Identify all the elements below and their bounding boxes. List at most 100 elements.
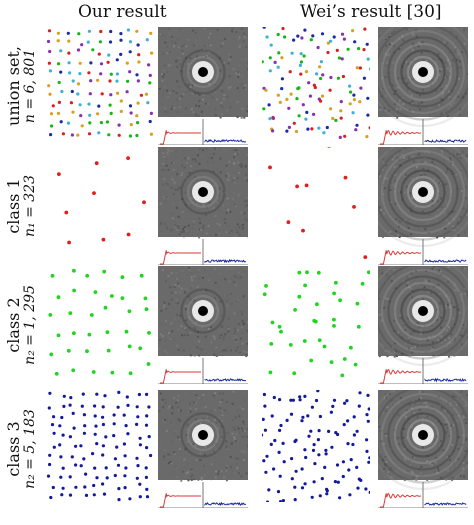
- sample-point: [119, 109, 123, 113]
- sample-point: [320, 94, 325, 98]
- sample-point: [279, 423, 283, 428]
- sample-point: [349, 90, 353, 94]
- sample-point: [117, 123, 121, 127]
- sample-point: [276, 32, 280, 37]
- sample-point: [358, 391, 362, 395]
- sample-point: [319, 76, 323, 81]
- sample-point: [300, 36, 304, 40]
- sample-point: [144, 307, 149, 312]
- sample-point: [267, 103, 271, 107]
- sample-point: [64, 210, 69, 215]
- sample-point: [82, 431, 86, 435]
- sample-point: [264, 88, 268, 92]
- sample-point: [276, 93, 280, 97]
- sample-point: [89, 61, 93, 65]
- sample-point: [298, 63, 302, 67]
- column-title-ours: Our result: [78, 2, 167, 22]
- sample-point: [264, 470, 268, 474]
- sample-point: [348, 102, 352, 106]
- sample-point: [367, 460, 370, 464]
- sample-point: [67, 240, 71, 245]
- sample-point: [327, 147, 331, 148]
- sample-point: [278, 100, 282, 104]
- sample-point: [122, 413, 126, 417]
- sample-point: [96, 78, 100, 82]
- sample-point: [329, 39, 333, 43]
- anisotropy-curve: [424, 502, 467, 507]
- sample-point: [291, 398, 295, 402]
- sample-point: [327, 429, 331, 433]
- sample-point: [316, 438, 320, 442]
- sample-point: [288, 343, 293, 347]
- sample-point: [108, 103, 112, 107]
- sample-point: [87, 332, 92, 337]
- sample-point: [346, 442, 350, 446]
- row-label: union set, n = 6, 801: [0, 27, 44, 145]
- sample-point: [365, 438, 369, 442]
- sample-point: [360, 281, 365, 286]
- sample-point: [69, 101, 73, 105]
- sample-point: [74, 444, 78, 448]
- sample-point: [293, 485, 297, 489]
- sample-point: [79, 444, 83, 448]
- our-spectrum-panel: [158, 27, 248, 145]
- sample-point: [57, 100, 61, 104]
- sample-point: [320, 477, 324, 481]
- sample-point: [127, 344, 132, 349]
- sample-point: [66, 348, 71, 353]
- sample-point: [334, 280, 338, 285]
- sample-point: [355, 66, 359, 70]
- sample-point: [124, 424, 128, 428]
- radial-mean-curve: [380, 492, 422, 508]
- sample-point: [56, 111, 61, 115]
- sample-point: [310, 127, 314, 131]
- sample-point: [146, 101, 150, 105]
- sample-point: [368, 456, 370, 460]
- sample-point: [302, 54, 306, 58]
- sample-point: [62, 394, 66, 398]
- sample-point: [342, 37, 346, 41]
- sample-point: [354, 128, 358, 132]
- sample-point: [262, 107, 266, 111]
- sample-point: [88, 92, 92, 96]
- sample-point: [303, 394, 307, 398]
- sample-point: [320, 32, 325, 36]
- sample-point: [355, 429, 359, 433]
- sample-point: [364, 487, 368, 491]
- row-name: class 3: [4, 421, 23, 477]
- sample-point: [148, 73, 152, 77]
- sample-point: [287, 106, 291, 110]
- sample-point: [109, 111, 113, 115]
- sample-point: [71, 411, 75, 415]
- sample-point: [300, 486, 305, 490]
- sample-point: [68, 403, 72, 407]
- sample-point: [329, 75, 333, 80]
- sample-point: [46, 474, 51, 478]
- sample-point: [91, 48, 95, 52]
- sample-point: [363, 255, 368, 259]
- plot-axes: [378, 358, 468, 384]
- sample-point: [138, 436, 142, 440]
- sample-point: [292, 121, 296, 125]
- sample-point: [332, 35, 336, 39]
- sample-point: [125, 61, 129, 65]
- sample-point: [357, 404, 361, 408]
- row-name: class 2: [4, 297, 23, 353]
- sample-point: [270, 320, 275, 325]
- sample-point: [94, 161, 99, 166]
- sample-point: [89, 313, 94, 317]
- sample-point: [70, 133, 74, 137]
- sample-point: [313, 85, 317, 90]
- sample-point: [269, 43, 273, 47]
- sample-point: [124, 329, 129, 334]
- sample-point: [128, 40, 133, 44]
- sample-point: [300, 467, 304, 471]
- sample-point: [52, 431, 56, 435]
- sample-point: [326, 41, 330, 45]
- sample-point: [47, 61, 51, 65]
- sample-point: [304, 117, 308, 121]
- sample-point: [262, 417, 265, 421]
- sample-point: [61, 132, 65, 136]
- sample-point: [71, 79, 75, 83]
- sample-point: [95, 442, 99, 446]
